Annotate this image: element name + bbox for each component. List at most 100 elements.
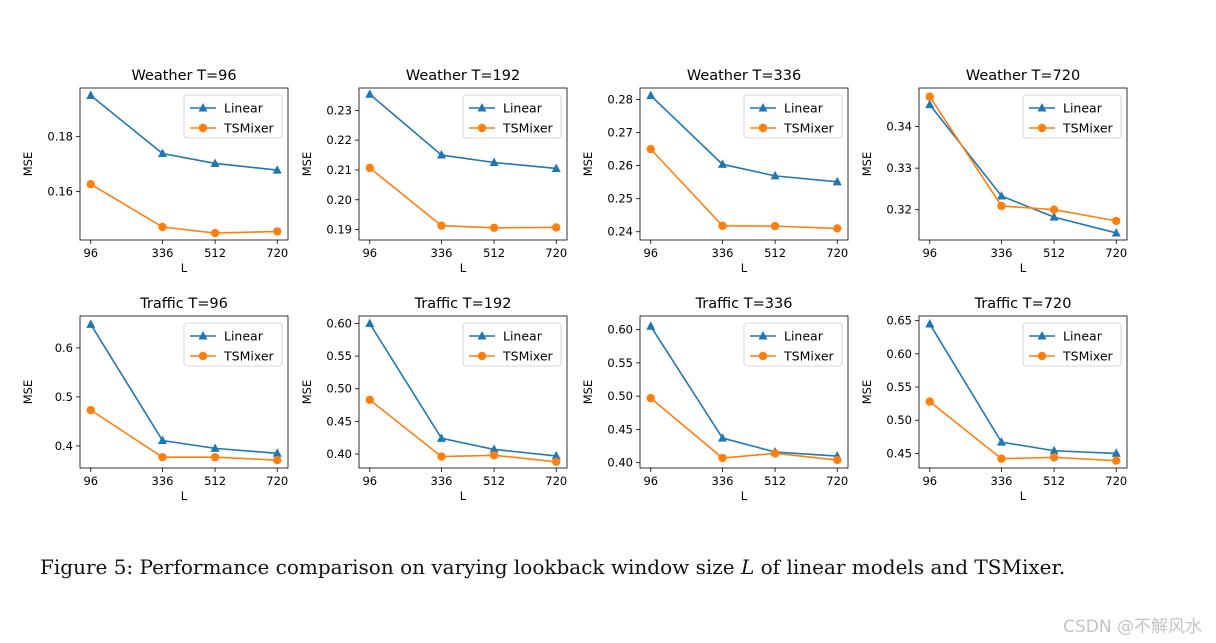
y-tick-label: 0.65 xyxy=(886,314,912,328)
y-axis-label: MSE xyxy=(300,380,314,405)
data-point-tsmixer xyxy=(552,223,561,232)
series-line-tsmixer xyxy=(369,167,557,229)
x-tick-label: 96 xyxy=(643,246,658,260)
y-tick-label: 0.40 xyxy=(326,447,352,461)
legend: Linear TSMixer xyxy=(462,322,562,367)
x-tick-label: 720 xyxy=(826,474,848,488)
chart-panel-1: Weather T=96 96 336 512 720 0.16 0.18 L MSE Linea… xyxy=(21,68,289,275)
x-tick-label: 720 xyxy=(1105,246,1127,260)
y-tick-label: 0.40 xyxy=(607,456,633,470)
watermark: CSDN @不解风水 xyxy=(1063,617,1202,637)
x-tick-label: 336 xyxy=(712,474,734,488)
data-point-tsmixer xyxy=(365,163,374,173)
data-point-tsmixer xyxy=(1112,216,1121,226)
data-point-tsmixer xyxy=(925,397,934,406)
y-tick-label: 0.55 xyxy=(607,356,633,370)
x-axis-label: L xyxy=(181,489,188,503)
x-tick-label: 512 xyxy=(1043,474,1065,488)
data-point-tsmixer xyxy=(718,221,727,230)
x-tick-label: 336 xyxy=(991,474,1013,488)
y-tick-label: 0.55 xyxy=(326,349,352,363)
y-tick-label: 0.45 xyxy=(326,414,352,428)
x-tick-label: 336 xyxy=(431,474,453,488)
data-point-tsmixer xyxy=(833,455,842,465)
y-tick-label: 0.26 xyxy=(607,159,633,173)
legend-label-tsmixer: TSMixer xyxy=(223,349,275,364)
y-axis-label: MSE xyxy=(581,380,595,405)
x-axis-label: L xyxy=(741,261,748,275)
figure-caption: Figure 5: Performance comparison on vary… xyxy=(40,555,1190,579)
data-point-linear xyxy=(365,318,375,328)
plot-area: Weather T=192 96 336 512 720 0.19 0.20 0.21 0.22… xyxy=(300,68,568,275)
legend-label-tsmixer: TSMixer xyxy=(223,121,275,136)
data-point-tsmixer xyxy=(770,221,780,231)
axes-frame xyxy=(639,315,849,469)
data-point-linear xyxy=(925,318,935,328)
data-point-tsmixer xyxy=(1112,456,1121,465)
x-axis-label: L xyxy=(460,489,467,503)
y-tick-label: 0.45 xyxy=(607,422,633,436)
data-point-tsmixer xyxy=(365,395,374,405)
data-point-tsmixer xyxy=(1049,205,1059,214)
y-tick-label: 0.28 xyxy=(607,93,633,107)
legend-label-linear: Linear xyxy=(1063,101,1103,116)
chart-title: Weather T=720 xyxy=(966,68,1080,84)
y-tick-label: 0.32 xyxy=(886,203,912,217)
x-tick-label: 96 xyxy=(922,474,937,488)
data-point-linear xyxy=(551,163,561,172)
series-line-linear xyxy=(90,323,278,455)
series-line-tsmixer xyxy=(650,148,838,230)
series-line-linear xyxy=(650,95,838,183)
legend-label-tsmixer: TSMixer xyxy=(502,349,554,364)
data-point-tsmixer xyxy=(437,221,446,230)
legend-label-linear: Linear xyxy=(224,329,264,344)
caption-variable: L xyxy=(741,555,755,579)
x-axis-label: L xyxy=(741,489,748,503)
axes-frame xyxy=(918,315,1128,469)
chart-title: Weather T=96 xyxy=(131,68,236,84)
data-point-linear xyxy=(1049,445,1059,455)
chart-panel-5: Traffic T=96 96 336 512 720 0.4 0.5 0.6 L MSE Line… xyxy=(21,296,289,503)
chart-title: Weather T=336 xyxy=(687,68,801,84)
caption-suffix: of linear models and TSMixer. xyxy=(754,555,1066,579)
data-point-linear xyxy=(1111,227,1121,237)
chart-panel-3: Weather T=336 96 336 512 720 0.24 0.25 0.26 0.27… xyxy=(581,68,849,275)
chart-panel-7: Traffic T=336 96 336 512 720 0.40 0.45 0.50 0.55… xyxy=(581,296,849,503)
data-point-linear xyxy=(1049,212,1059,221)
x-tick-label: 720 xyxy=(545,474,567,488)
x-axis-label: L xyxy=(1020,261,1027,275)
chart-title: Traffic T=192 xyxy=(414,296,512,312)
chart-title: Traffic T=720 xyxy=(974,296,1072,312)
axes-frame xyxy=(358,315,568,469)
series-line-linear xyxy=(369,323,557,457)
series-line-linear xyxy=(650,325,838,457)
y-tick-label: 0.50 xyxy=(886,413,912,427)
legend-label-linear: Linear xyxy=(784,101,824,116)
x-tick-label: 720 xyxy=(1105,474,1127,488)
y-tick-label: 0.18 xyxy=(47,129,73,143)
data-point-linear xyxy=(646,90,656,100)
series-line-tsmixer xyxy=(929,400,1117,462)
chart-panel-4: Weather T=720 96 336 512 720 0.32 0.33 0.34 L MSE… xyxy=(860,68,1128,275)
series-line-linear xyxy=(90,94,278,171)
y-tick-label: 0.5 xyxy=(55,390,73,404)
data-point-linear xyxy=(436,150,446,159)
data-point-linear xyxy=(365,89,375,98)
y-tick-label: 0.33 xyxy=(886,161,912,175)
data-point-linear xyxy=(770,170,780,180)
data-point-tsmixer xyxy=(86,405,95,415)
data-point-linear xyxy=(272,165,282,174)
x-tick-label: 720 xyxy=(266,246,288,260)
plot-area: Traffic T=192 96 336 512 720 0.40 0.45 0.50 0.55… xyxy=(300,296,568,503)
legend-marker-tsmixer xyxy=(758,351,768,361)
legend-marker-linear xyxy=(1037,103,1047,112)
data-point-linear xyxy=(210,443,220,452)
x-tick-label: 512 xyxy=(764,246,786,260)
y-tick-label: 0.27 xyxy=(607,126,633,140)
legend: Linear TSMixer xyxy=(462,94,562,139)
legend: Linear TSMixer xyxy=(743,94,843,139)
legend: Linear TSMixer xyxy=(183,322,283,367)
plot-area: Weather T=720 96 336 512 720 0.32 0.33 0.34 L MSE… xyxy=(860,68,1128,275)
legend-marker-tsmixer xyxy=(1037,351,1047,361)
legend-label-linear: Linear xyxy=(784,329,824,344)
